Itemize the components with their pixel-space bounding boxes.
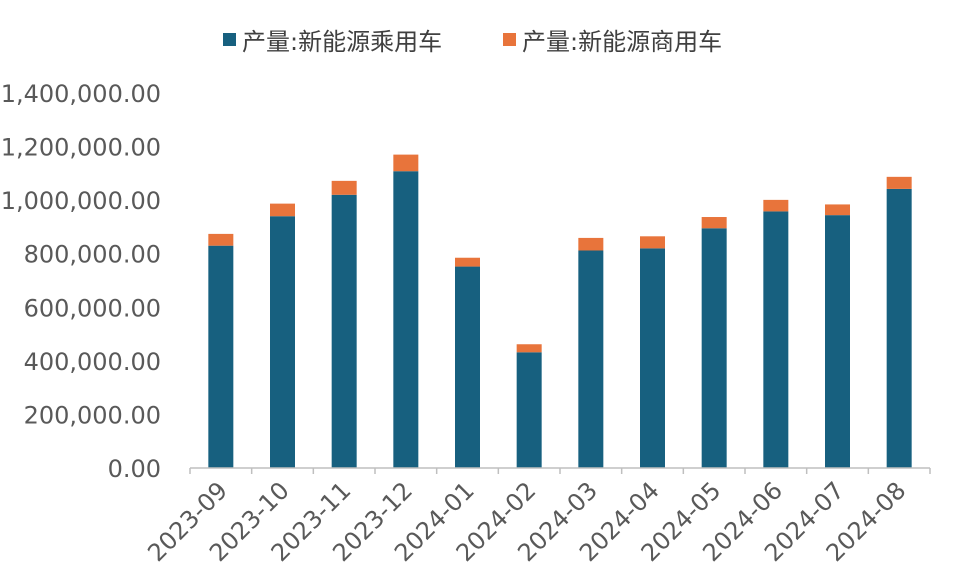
legend-swatch-commercial — [503, 33, 516, 46]
bar-commercial — [578, 237, 604, 251]
legend-item-commercial: 产量:新能源商用车 — [503, 22, 722, 57]
bar-commercial — [516, 344, 542, 353]
y-tick-label: 1,000,000.00 — [1, 187, 161, 215]
y-tick-label: 800,000.00 — [24, 241, 161, 269]
bar-passenger — [640, 248, 665, 468]
y-tick-label: 1,200,000.00 — [1, 134, 161, 162]
y-axis: 0.00 200,000.00 400,000.00 600,000.00 800,00… — [1, 80, 161, 483]
bar-passenger — [516, 352, 542, 468]
bar-commercial — [455, 257, 480, 267]
legend-swatch-passenger — [223, 33, 236, 46]
bar-passenger — [208, 245, 234, 468]
bar-passenger — [455, 266, 480, 468]
bar-passenger — [331, 194, 357, 469]
bar-passenger — [578, 250, 604, 468]
y-tick-label: 0.00 — [108, 455, 161, 483]
y-tick-label: 600,000.00 — [24, 294, 161, 322]
bar-commercial — [825, 204, 850, 216]
bar-passenger — [270, 216, 295, 468]
x-axis: 2023-092023-102023-112023-122024-012024-… — [142, 467, 931, 567]
bar-passenger — [763, 211, 789, 468]
bar-commercial — [208, 233, 234, 246]
bar-passenger — [825, 215, 850, 468]
legend-label-commercial: 产量:新能源商用车 — [522, 28, 723, 56]
bar-commercial — [270, 203, 295, 217]
y-tick-label: 400,000.00 — [24, 348, 161, 376]
bar-commercial — [886, 176, 912, 189]
bar-commercial — [701, 217, 727, 229]
y-tick-label: 1,400,000.00 — [1, 80, 161, 108]
legend-item-passenger: 产量:新能源乘用车 — [223, 22, 442, 57]
bar-commercial — [331, 180, 357, 195]
bar-commercial — [393, 154, 419, 172]
bar-passenger — [393, 171, 419, 468]
bars — [208, 154, 912, 469]
bar-commercial — [640, 236, 665, 249]
y-tick-label: 200,000.00 — [24, 401, 161, 429]
bar-commercial — [763, 199, 789, 212]
bar-passenger — [886, 188, 912, 468]
legend: 产量:新能源乘用车 产量:新能源商用车 — [0, 22, 956, 56]
legend-label-passenger: 产量:新能源乘用车 — [242, 28, 443, 56]
bar-passenger — [701, 228, 727, 468]
